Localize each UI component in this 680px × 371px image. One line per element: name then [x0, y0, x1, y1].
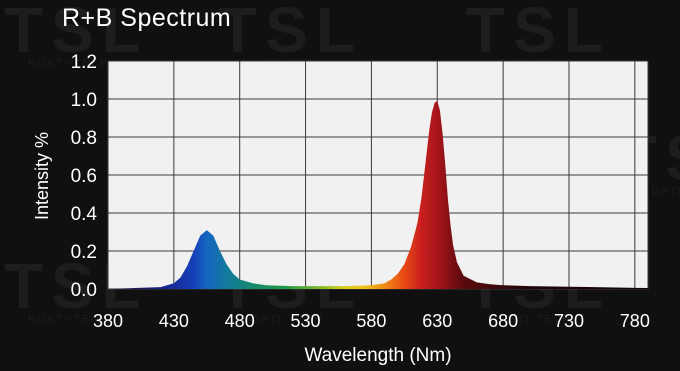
- y-axis-label: Intensity %: [32, 132, 52, 220]
- chart-title: R+B Spectrum: [62, 4, 232, 32]
- x-axis-label: Wavelength (Nm): [304, 345, 451, 366]
- y-tick-label-0: 0.0: [71, 280, 97, 301]
- watermark-tagline-4: HORTI-TECH: [242, 314, 323, 325]
- x-tick-label-6: 680: [488, 311, 518, 331]
- watermark-logo-0: TSL: [4, 0, 149, 66]
- x-tick-label-4: 580: [356, 311, 386, 331]
- x-tick-label-0: 380: [93, 311, 123, 331]
- y-tick-labels: 0.0 0.2 0.4 0.6 0.8 1.0 1.2: [71, 52, 98, 301]
- y-tick-label-3: 0.6: [71, 166, 97, 187]
- x-tick-label-1: 430: [159, 311, 189, 331]
- x-tick-label-8: 780: [620, 311, 650, 331]
- watermark-tagline-6: HORTI-TECH: [642, 186, 680, 197]
- watermark-tagline-3: HORTI-TECH: [28, 314, 109, 325]
- x-tick-label-3: 530: [291, 311, 321, 331]
- y-tick-label-4: 0.8: [71, 128, 97, 149]
- x-tick-label-5: 630: [422, 311, 452, 331]
- watermark-logo-2: TSL: [466, 0, 611, 66]
- y-tick-label-2: 0.4: [71, 204, 98, 225]
- x-tick-label-2: 480: [225, 311, 255, 331]
- y-tick-label-1: 0.2: [71, 242, 97, 263]
- x-tick-labels: 380 430 480 530 580 630 680 730 780: [93, 311, 650, 331]
- watermark-logo-1: TSL: [218, 0, 363, 66]
- y-tick-label-5: 1.0: [71, 90, 97, 111]
- x-tick-label-7: 730: [554, 311, 584, 331]
- watermark-tagline-0: HORTI-TECH: [28, 58, 109, 69]
- y-tick-label-6: 1.2: [71, 52, 97, 73]
- watermark-tagline-5: HORTI-TECH: [490, 314, 571, 325]
